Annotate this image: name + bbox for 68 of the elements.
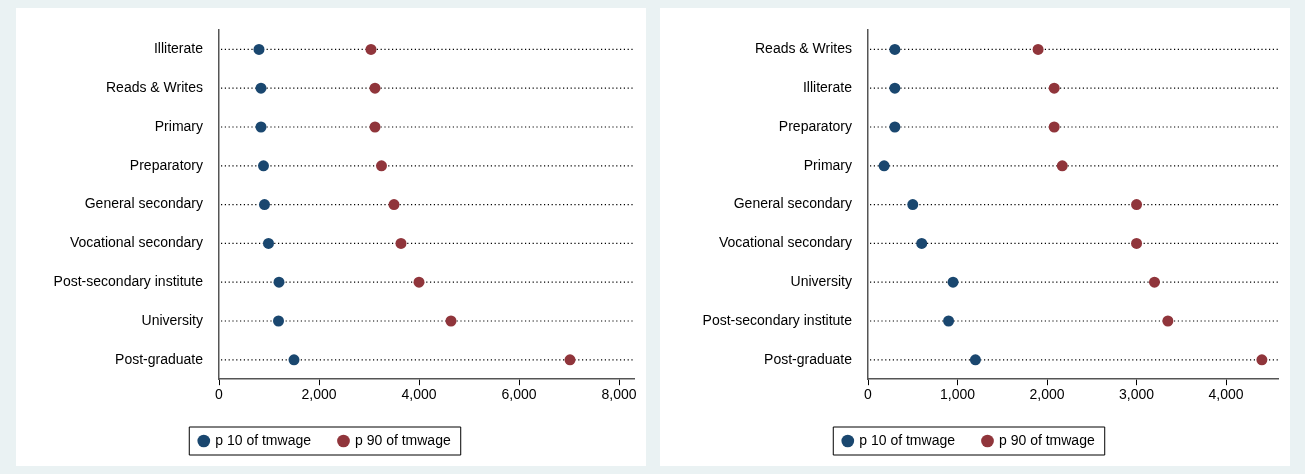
point: [1162, 315, 1174, 327]
y-tick-label: Reads & Writes: [106, 79, 203, 96]
point: [273, 276, 285, 288]
point: [1048, 121, 1060, 133]
y-tick-label: Illiterate: [802, 79, 853, 96]
y-tick-label: Vocational secondary: [718, 234, 852, 251]
x-tick-label: 3,000: [1119, 386, 1155, 403]
point: [889, 43, 901, 55]
point: [253, 43, 265, 55]
point: [445, 315, 457, 327]
point: [388, 199, 400, 211]
point: [889, 121, 901, 133]
y-tick-label: University: [141, 311, 203, 328]
point: [1131, 237, 1143, 249]
point: [1131, 199, 1143, 211]
y-tick-label: Post-secondary institute: [53, 273, 204, 290]
x-tick-label: 6,000: [501, 386, 537, 403]
point: [255, 121, 267, 133]
y-tick-label: Illiterate: [153, 40, 204, 57]
y-tick-label: Preparatory: [778, 117, 852, 134]
point: [943, 315, 955, 327]
point: [907, 199, 919, 211]
point: [413, 276, 425, 288]
point: [1032, 43, 1044, 55]
x-tick-label: 2,000: [301, 386, 337, 403]
legend-label: p 90 of tmwage: [355, 431, 451, 448]
y-tick-label: Post-graduate: [115, 350, 204, 367]
point: [1056, 160, 1068, 172]
point: [1256, 354, 1268, 366]
point: [395, 237, 407, 249]
point: [1048, 82, 1060, 94]
point: [273, 315, 284, 327]
point: [376, 160, 387, 172]
legend-label: p 10 of tmwage: [215, 431, 312, 448]
point: [889, 82, 901, 94]
point: [369, 121, 381, 133]
point: [255, 82, 267, 94]
y-tick-label: Primary: [154, 117, 203, 134]
y-tick-label: Vocational secondary: [69, 234, 203, 251]
point: [564, 354, 576, 366]
point: [263, 237, 274, 249]
point: [369, 82, 381, 94]
x-tick-label: 0: [864, 386, 873, 403]
point: [969, 354, 981, 366]
legend-label: p 10 of tmwage: [859, 431, 956, 448]
point: [1148, 276, 1160, 288]
y-tick-label: General secondary: [733, 195, 852, 212]
point: [288, 354, 300, 366]
y-tick-label: University: [790, 273, 852, 290]
y-tick-label: General secondary: [84, 195, 203, 212]
point: [259, 199, 270, 211]
point: [947, 276, 959, 288]
x-tick-label: 4,000: [401, 386, 437, 403]
point: [916, 237, 928, 249]
legend-label: p 90 of tmwage: [999, 431, 1095, 448]
point: [878, 160, 890, 172]
point: [365, 43, 377, 55]
y-tick-label: Post-secondary institute: [702, 311, 853, 328]
y-tick-label: Reads & Writes: [755, 40, 852, 57]
x-tick-label: 8,000: [601, 386, 637, 403]
x-tick-label: 2,000: [1029, 386, 1065, 403]
x-tick-label: 0: [215, 386, 224, 403]
y-tick-label: Primary: [803, 156, 852, 173]
y-tick-label: Preparatory: [129, 156, 203, 173]
x-tick-label: 4,000: [1208, 386, 1244, 403]
point: [258, 160, 269, 172]
x-tick-label: 1,000: [940, 386, 976, 403]
y-tick-label: Post-graduate: [764, 350, 853, 367]
